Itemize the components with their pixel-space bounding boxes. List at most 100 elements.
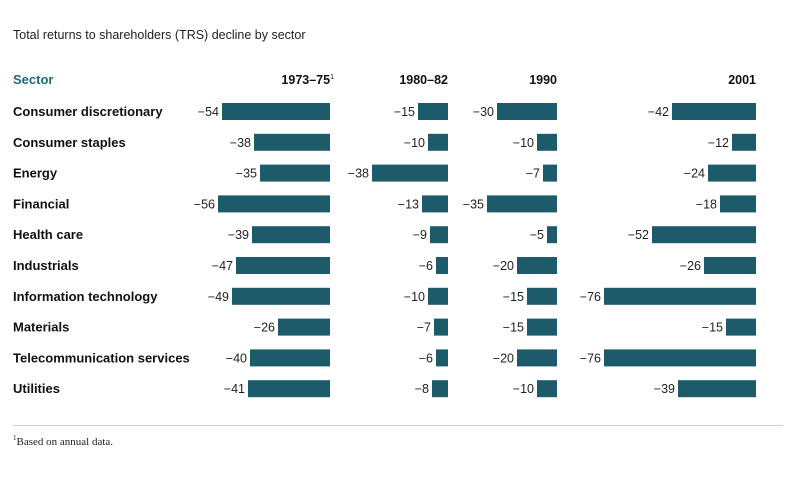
bar	[537, 133, 557, 151]
value-label: −10	[513, 136, 534, 150]
value-label: −39	[654, 382, 675, 396]
value-label: −20	[493, 351, 514, 365]
column-header-1: 1980–82	[399, 73, 448, 87]
row-label: Industrials	[13, 258, 79, 273]
value-label: −52	[628, 228, 649, 242]
bar	[537, 380, 557, 398]
bar	[248, 380, 330, 398]
bar	[672, 103, 756, 120]
bar	[720, 195, 756, 213]
row-label: Health care	[13, 227, 83, 242]
value-label: −54	[198, 105, 219, 119]
value-label: −49	[208, 290, 229, 304]
footnote-marker: 1	[13, 434, 17, 442]
row-label: Telecommunication services	[13, 350, 190, 365]
bar	[232, 287, 330, 305]
value-label: −13	[398, 197, 419, 211]
bar	[652, 226, 756, 244]
value-label: −12	[708, 136, 729, 150]
bar	[252, 226, 330, 244]
bar	[434, 318, 448, 336]
value-label: −6	[419, 259, 433, 273]
footnote: 1Based on annual data.	[13, 434, 114, 448]
bar	[430, 226, 448, 244]
row-label: Energy	[13, 166, 58, 181]
footnote-divider	[13, 425, 783, 426]
value-label: −40	[226, 351, 247, 365]
value-label: −15	[503, 290, 524, 304]
value-label: −7	[417, 321, 431, 335]
bar	[428, 133, 448, 151]
bar	[704, 257, 756, 274]
column-header-0: 1973–751	[281, 73, 334, 87]
value-label: −38	[348, 167, 369, 181]
value-label: −56	[194, 197, 215, 211]
row-label: Materials	[13, 320, 69, 335]
row-label: Financial	[13, 196, 69, 211]
bar	[678, 380, 756, 398]
value-label: −47	[212, 259, 233, 273]
value-label: −35	[236, 167, 257, 181]
bar	[372, 164, 448, 182]
value-label: −35	[463, 197, 484, 211]
bar	[432, 380, 448, 398]
bar	[527, 287, 557, 305]
bar	[708, 164, 756, 182]
bar	[278, 318, 330, 336]
value-label: −5	[530, 228, 544, 242]
bar	[604, 349, 756, 367]
value-label: −38	[230, 136, 251, 150]
value-label: −76	[580, 290, 601, 304]
bar	[543, 164, 557, 182]
bar	[497, 103, 557, 120]
value-label: −42	[648, 105, 669, 119]
value-label: −15	[702, 321, 723, 335]
bar	[487, 195, 557, 213]
value-label: −26	[680, 259, 701, 273]
row-label: Consumer staples	[13, 135, 126, 150]
value-label: −20	[493, 259, 514, 273]
bar	[428, 287, 448, 305]
bar	[517, 349, 557, 367]
bar	[547, 226, 557, 244]
bar	[732, 133, 756, 151]
bar	[726, 318, 756, 336]
bar	[236, 257, 330, 274]
bar	[254, 133, 330, 151]
column-header-3: 2001	[728, 73, 756, 87]
row-label: Consumer discretionary	[13, 104, 163, 119]
bar	[422, 195, 448, 213]
value-label: −26	[254, 321, 275, 335]
bar	[418, 103, 448, 120]
value-label: −9	[413, 228, 427, 242]
value-label: −6	[419, 351, 433, 365]
value-label: −8	[415, 382, 429, 396]
bar	[604, 287, 756, 305]
value-label: −30	[473, 105, 494, 119]
bar	[218, 195, 330, 213]
chart-title: Total returns to shareholders (TRS) decl…	[13, 28, 306, 42]
bar	[436, 257, 448, 274]
value-label: −10	[404, 136, 425, 150]
bar	[436, 349, 448, 367]
bar	[250, 349, 330, 367]
bar	[222, 103, 330, 120]
row-label: Information technology	[13, 289, 158, 304]
value-label: −41	[224, 382, 245, 396]
value-label: −15	[503, 321, 524, 335]
value-label: −76	[580, 351, 601, 365]
value-label: −10	[513, 382, 534, 396]
value-label: −18	[696, 197, 717, 211]
value-label: −7	[526, 167, 540, 181]
column-header-2: 1990	[529, 73, 557, 87]
bar	[517, 257, 557, 274]
footnote-text: Based on annual data.	[16, 436, 114, 448]
row-label: Utilities	[13, 381, 60, 396]
value-label: −39	[228, 228, 249, 242]
value-label: −24	[684, 167, 705, 181]
bar	[260, 164, 330, 182]
value-label: −10	[404, 290, 425, 304]
bar	[527, 318, 557, 336]
value-label: −15	[394, 105, 415, 119]
